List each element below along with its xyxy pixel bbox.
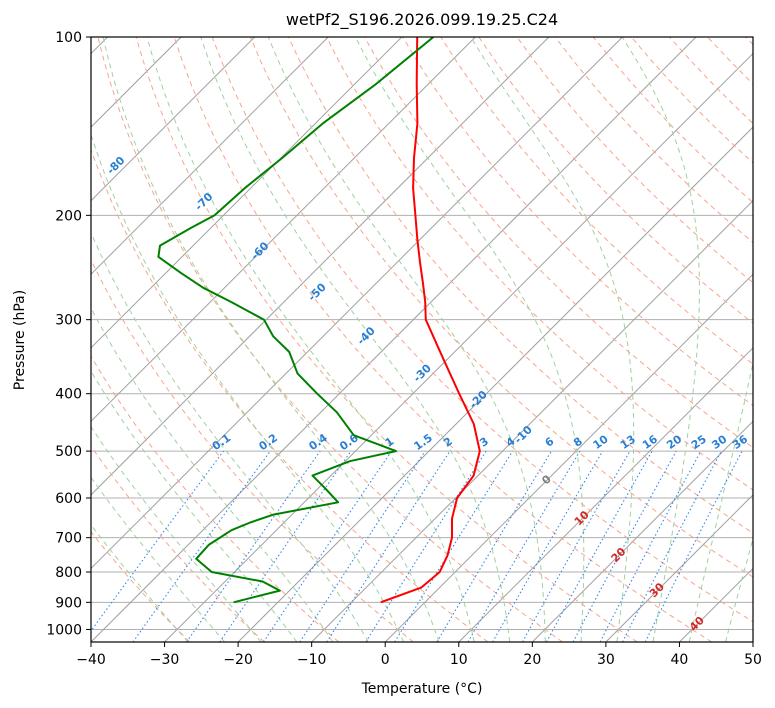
dry-adiabat-line <box>440 37 753 365</box>
moist-adiabat-line <box>91 476 225 642</box>
isotherm-line <box>458 347 753 642</box>
dry-adiabat-line <box>91 531 191 642</box>
mixing-ratio-line <box>522 450 631 642</box>
moist-adiabat-line <box>355 37 585 642</box>
dry-adiabat-line <box>91 445 265 642</box>
x-tick-label: 30 <box>597 652 615 668</box>
mixing-ratio-line <box>572 450 677 642</box>
adiabat-label: -90 <box>46 102 69 125</box>
dry-adiabat-line <box>249 37 753 578</box>
dry-adiabat-line <box>91 148 489 642</box>
moist-adiabat-line <box>91 231 369 642</box>
y-tick-label: 700 <box>55 531 82 547</box>
moist-adiabat-line <box>621 37 700 642</box>
dry-adiabat-line <box>173 37 713 642</box>
y-tick-label: 800 <box>55 565 82 581</box>
x-tick-label: 0 <box>381 652 390 668</box>
dry-adiabat-line <box>516 37 753 284</box>
y-axis-title: Pressure (hPa) <box>12 290 28 390</box>
mixing-ratio-line <box>644 450 743 642</box>
isotherm-line <box>384 273 753 642</box>
dry-adiabat-line <box>211 37 753 623</box>
x-tick-label: −40 <box>76 652 106 668</box>
dewpoint-profile <box>157 37 435 604</box>
moist-adiabat-line <box>91 133 405 642</box>
temperature-profile <box>380 37 481 604</box>
y-tick-label: 600 <box>55 491 82 507</box>
moist-adiabat-line <box>102 37 440 642</box>
isotherm-line <box>91 37 550 496</box>
isotherm-line <box>605 494 753 642</box>
y-tick-label: 1000 <box>46 622 82 638</box>
y-tick-label: 300 <box>55 313 82 329</box>
y-axis: 1000 900 800 700 600 500 400 300 200 100 <box>46 30 91 638</box>
dry-adiabat-line <box>135 37 638 642</box>
isotherm-line <box>91 37 256 202</box>
dry-adiabat-line <box>287 37 753 534</box>
moist-adiabat-line <box>91 370 298 642</box>
isotherm-line <box>752 641 753 642</box>
moist-adiabat-line <box>267 37 546 642</box>
x-tick-label: 40 <box>671 652 689 668</box>
moist-adiabat-line <box>91 524 189 642</box>
isotherm-line <box>531 420 753 642</box>
mixing-ratio-line <box>186 450 321 642</box>
mixing-ratio-line <box>546 450 653 642</box>
x-tick-label: 10 <box>450 652 468 668</box>
dry-adiabat-line <box>97 37 563 642</box>
x-tick-label: 20 <box>523 652 541 668</box>
x-tick-label: 50 <box>744 652 762 668</box>
y-tick-label: 500 <box>55 444 82 460</box>
plot-area: 0.1 0.2 0.4 0.6 1 1.5 2 3 4 6 8 10 13 16 20 25 30 36-100-… <box>0 36 754 643</box>
isotherm-line <box>164 52 753 642</box>
mixing-ratio-line <box>326 450 451 642</box>
moist-adiabat-line <box>146 37 475 642</box>
y-tick-label: 100 <box>55 30 82 46</box>
x-axis-title: Temperature (°C) <box>361 681 483 697</box>
mixing-ratio-line <box>91 450 224 632</box>
isotherm-line <box>91 37 476 423</box>
dry-adiabat-line <box>91 355 340 642</box>
y-tick-label: 900 <box>55 595 82 611</box>
chart-title: wetPf2_S196.2026.099.19.25.C24 <box>286 10 558 30</box>
y-tick-label: 400 <box>55 387 82 403</box>
x-tick-label: −30 <box>150 652 180 668</box>
moist-adiabat-line <box>91 425 262 642</box>
mixing-ratio-line <box>299 450 426 642</box>
x-axis: −40 −30 −20 −10 0 10 20 30 40 50 <box>76 642 762 668</box>
isotherm-line <box>91 37 697 642</box>
mixing-ratio-line <box>219 450 352 642</box>
plot-frame <box>90 36 754 643</box>
adiabat-label: -100 <box>0 47 27 76</box>
mixing-ratio-line <box>263 450 392 642</box>
isotherm-line <box>91 37 329 275</box>
dry-adiabat-line <box>91 258 414 642</box>
x-tick-label: −20 <box>223 652 253 668</box>
isotherm-line <box>237 126 753 642</box>
isotherm-line <box>91 37 623 570</box>
isotherm-line <box>91 37 403 349</box>
dry-adiabat-line <box>402 37 753 407</box>
y-tick-label: 200 <box>55 208 82 224</box>
mixing-ratio-line <box>394 450 514 642</box>
mixing-ratio-line <box>132 450 271 642</box>
x-tick-label: −10 <box>297 652 327 668</box>
